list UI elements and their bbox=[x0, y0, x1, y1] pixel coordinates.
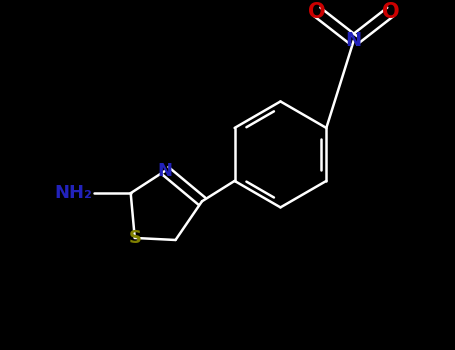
Text: O: O bbox=[382, 2, 399, 22]
Text: S: S bbox=[128, 229, 141, 247]
Text: NH₂: NH₂ bbox=[54, 184, 92, 202]
Text: N: N bbox=[346, 31, 362, 50]
Text: O: O bbox=[308, 2, 326, 22]
Text: N: N bbox=[158, 162, 173, 180]
